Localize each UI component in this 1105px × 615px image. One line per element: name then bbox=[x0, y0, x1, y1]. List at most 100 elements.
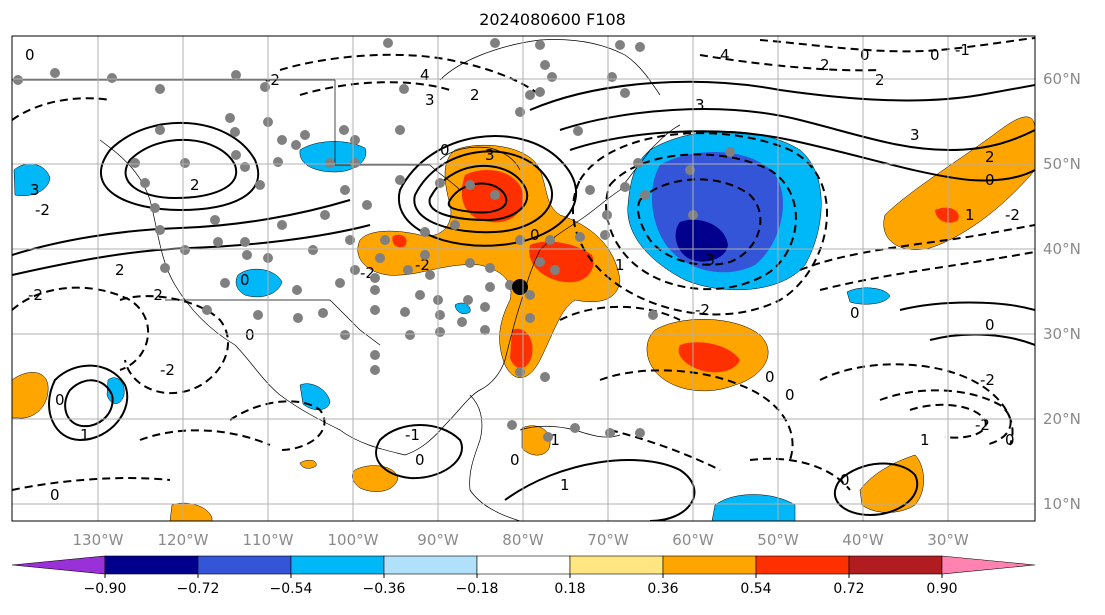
contour-label: -2 bbox=[415, 256, 430, 274]
positive-anomaly-region bbox=[521, 425, 551, 456]
contour-label: -2 bbox=[148, 286, 163, 304]
contour-label: -2 bbox=[975, 416, 990, 434]
colorbar-tick-label: −0.90 bbox=[84, 581, 127, 597]
lat-label: 20°N bbox=[1043, 410, 1081, 428]
colorbar-segment bbox=[569, 555, 664, 575]
lat-label: 60°N bbox=[1043, 70, 1081, 88]
colorbar-segment bbox=[755, 555, 850, 575]
contour-label: -1 bbox=[405, 426, 420, 444]
strong-positive-anomaly-region bbox=[678, 342, 740, 373]
positive-anomaly-region bbox=[299, 459, 317, 469]
map-border bbox=[11, 35, 1036, 522]
lon-label: 40°W bbox=[842, 531, 884, 549]
lon-label: 90°W bbox=[417, 531, 459, 549]
graticule bbox=[12, 36, 1035, 521]
colorbar: −0.90 −0.72 −0.54 −0.36 −0.18 0.18 0.36 0.54 0.7… bbox=[11, 555, 1036, 597]
positive-anomaly-region bbox=[357, 145, 621, 378]
lon-label: 50°W bbox=[757, 531, 799, 549]
contour-label: 3 bbox=[695, 96, 705, 114]
colorbar-ticks: −0.90 −0.72 −0.54 −0.36 −0.18 0.18 0.36 0.54 0.7… bbox=[84, 574, 958, 597]
contour-label: 0 bbox=[240, 271, 250, 289]
contour-label: 1 bbox=[920, 431, 930, 449]
anomaly-shading bbox=[12, 116, 1035, 521]
contour-label: 0 bbox=[850, 304, 860, 322]
colorbar-extend-min bbox=[11, 555, 106, 575]
lat-label: 50°N bbox=[1043, 155, 1081, 173]
colorbar-segments bbox=[11, 555, 1036, 575]
lon-label: 130°W bbox=[73, 531, 124, 549]
contour-label: 1 bbox=[615, 256, 625, 274]
contour-label: 3 bbox=[485, 146, 495, 164]
longitude-labels: 130°W 120°W 110°W 100°W 90°W 80°W 70°W 6… bbox=[73, 531, 969, 549]
lat-label: 10°N bbox=[1043, 495, 1081, 513]
colorbar-segment bbox=[383, 555, 478, 575]
lat-label: 30°N bbox=[1043, 325, 1081, 343]
strong-positive-anomaly-region bbox=[510, 328, 533, 369]
contour-label: -2 bbox=[1005, 206, 1020, 224]
contour-label: 0 bbox=[55, 391, 65, 409]
contour-label: 0 bbox=[785, 386, 795, 404]
strong-positive-anomaly-region bbox=[935, 207, 959, 223]
contour-label: -2 bbox=[35, 201, 50, 219]
colorbar-tick-label: 0.36 bbox=[647, 581, 678, 597]
negative-anomaly-region bbox=[711, 494, 796, 521]
contour-label: 2 bbox=[985, 148, 995, 166]
contour-label: 2 bbox=[875, 71, 885, 89]
colorbar-segment bbox=[662, 555, 757, 575]
map-title: 2024080600 F108 bbox=[479, 10, 626, 29]
contour-label: 2 bbox=[820, 56, 830, 74]
colorbar-tick-label: −0.18 bbox=[456, 581, 499, 597]
contour-label: 0 bbox=[840, 471, 850, 489]
contour-label: 0 bbox=[510, 451, 520, 469]
negative-anomaly-region bbox=[106, 377, 125, 404]
colorbar-segment bbox=[104, 555, 199, 575]
contour-label: 2 bbox=[115, 261, 125, 279]
lon-label: 60°W bbox=[672, 531, 714, 549]
contour-label: 0 bbox=[1005, 431, 1015, 449]
lon-label: 120°W bbox=[158, 531, 209, 549]
colorbar-tick-label: −0.36 bbox=[363, 581, 406, 597]
contour-label: 0 bbox=[415, 451, 425, 469]
contour-label: 3 bbox=[910, 126, 920, 144]
colorbar-tick-label: 0.90 bbox=[926, 581, 957, 597]
colorbar-segment bbox=[197, 555, 292, 575]
contour-label: 4 bbox=[720, 46, 730, 64]
coastlines bbox=[12, 39, 681, 521]
map-content: 0 3 -2 -2 2 -2 0 1 0 2 4 3 2 0 3 4 3 0 2… bbox=[12, 36, 1035, 521]
contour-label: -2 bbox=[28, 286, 43, 304]
contour-label: -3 bbox=[700, 251, 715, 269]
contour-label: 2 bbox=[470, 86, 480, 104]
lon-label: 100°W bbox=[328, 531, 379, 549]
contour-label: 3 bbox=[425, 91, 435, 109]
lon-label: 80°W bbox=[502, 531, 544, 549]
positive-anomaly-region bbox=[12, 372, 49, 419]
negative-anomaly-region bbox=[454, 302, 471, 314]
colorbar-segment bbox=[290, 555, 385, 575]
colorbar-tick-label: 0.72 bbox=[833, 581, 864, 597]
latitude-labels: 60°N 50°N 40°N 30°N 20°N 10°N bbox=[1043, 70, 1081, 513]
colorbar-tick-label: −0.54 bbox=[270, 581, 313, 597]
contour-label: 1 bbox=[965, 206, 975, 224]
contour-label: 2 bbox=[190, 176, 200, 194]
contour-label: 0 bbox=[860, 46, 870, 64]
contour-label: 0 bbox=[50, 486, 60, 504]
station-markers bbox=[13, 38, 735, 442]
contour-label: 0 bbox=[245, 326, 255, 344]
contour-label: 0 bbox=[985, 316, 995, 334]
extreme-negative-anomaly-region bbox=[675, 219, 728, 262]
contour-label: 3 bbox=[30, 181, 40, 199]
colorbar-segment bbox=[476, 555, 571, 575]
strong-positive-anomaly-region bbox=[392, 234, 407, 248]
contour-label: 0 bbox=[440, 141, 450, 159]
colorbar-segment bbox=[848, 555, 943, 575]
lon-label: 110°W bbox=[243, 531, 294, 549]
contour-label: 1 bbox=[560, 476, 570, 494]
colorbar-extend-max bbox=[941, 555, 1036, 575]
contour-label: 4 bbox=[420, 66, 430, 84]
contour-label: -2 bbox=[980, 371, 995, 389]
contour-lines bbox=[12, 37, 1035, 521]
colorbar-tick-label: −0.72 bbox=[177, 581, 220, 597]
contour-label: 0 bbox=[530, 226, 540, 244]
contour-label: -2 bbox=[160, 361, 175, 379]
